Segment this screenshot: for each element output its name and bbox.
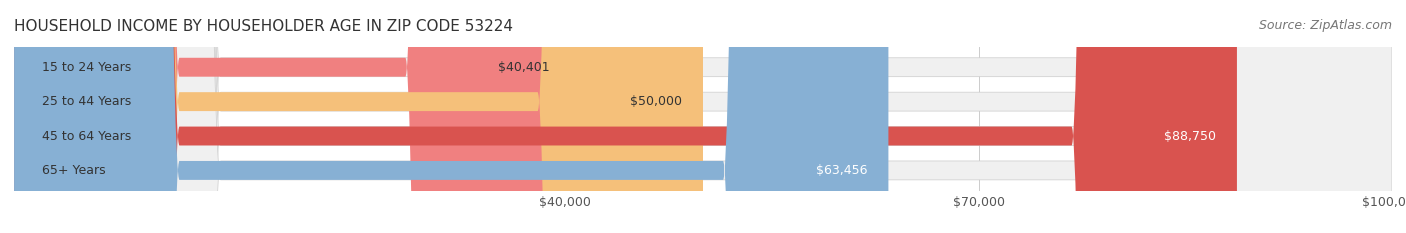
Text: 25 to 44 Years: 25 to 44 Years <box>42 95 131 108</box>
FancyBboxPatch shape <box>14 0 571 233</box>
Text: $50,000: $50,000 <box>630 95 682 108</box>
FancyBboxPatch shape <box>14 0 703 233</box>
FancyBboxPatch shape <box>14 0 1392 233</box>
Text: Source: ZipAtlas.com: Source: ZipAtlas.com <box>1258 19 1392 32</box>
FancyBboxPatch shape <box>14 0 889 233</box>
Text: $40,401: $40,401 <box>499 61 550 74</box>
Text: 45 to 64 Years: 45 to 64 Years <box>42 130 131 143</box>
FancyBboxPatch shape <box>14 0 1392 233</box>
FancyBboxPatch shape <box>14 0 1392 233</box>
Text: $88,750: $88,750 <box>1164 130 1216 143</box>
Text: HOUSEHOLD INCOME BY HOUSEHOLDER AGE IN ZIP CODE 53224: HOUSEHOLD INCOME BY HOUSEHOLDER AGE IN Z… <box>14 19 513 34</box>
Text: 65+ Years: 65+ Years <box>42 164 105 177</box>
Text: 15 to 24 Years: 15 to 24 Years <box>42 61 131 74</box>
FancyBboxPatch shape <box>14 0 1237 233</box>
FancyBboxPatch shape <box>14 0 1392 233</box>
Text: $63,456: $63,456 <box>817 164 868 177</box>
